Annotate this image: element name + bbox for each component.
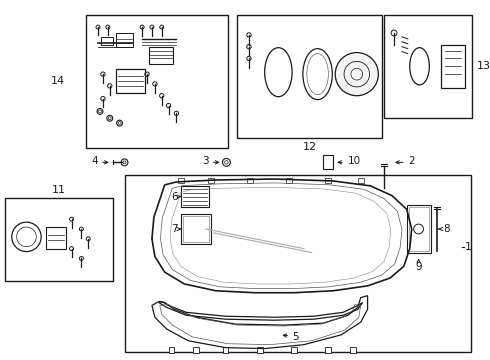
Bar (291, 347, 297, 352)
Bar (181, 214, 211, 244)
Bar (181, 186, 209, 207)
Bar (325, 178, 331, 183)
Bar (116, 33, 133, 47)
Text: 1: 1 (465, 242, 471, 252)
Text: 10: 10 (348, 156, 361, 166)
Bar (257, 347, 263, 352)
Text: 13: 13 (476, 61, 490, 71)
Text: 5: 5 (292, 332, 299, 342)
Circle shape (335, 53, 378, 96)
Bar (407, 206, 431, 252)
Bar (178, 178, 184, 183)
Bar (193, 347, 199, 352)
Text: 12: 12 (303, 142, 317, 152)
Bar (169, 347, 174, 352)
Bar (222, 347, 228, 352)
Bar (384, 15, 472, 118)
Text: 14: 14 (50, 76, 65, 86)
Bar (125, 175, 470, 351)
Bar (46, 227, 66, 249)
Bar (286, 178, 292, 183)
Bar (325, 347, 331, 352)
Text: 11: 11 (52, 185, 66, 195)
Text: 9: 9 (415, 262, 422, 272)
Text: 7: 7 (171, 224, 177, 234)
Bar (323, 156, 333, 169)
Bar (116, 69, 145, 93)
Bar (101, 37, 113, 45)
Bar (350, 347, 356, 352)
Bar (183, 216, 209, 242)
Bar (149, 47, 173, 64)
Bar (208, 178, 214, 183)
Bar (86, 15, 228, 148)
Text: 8: 8 (443, 224, 450, 234)
Text: 3: 3 (202, 156, 209, 166)
Bar (409, 207, 429, 251)
Bar (237, 15, 382, 138)
Bar (358, 178, 364, 183)
Bar (5, 198, 113, 281)
Bar (441, 45, 465, 88)
Text: 2: 2 (408, 156, 415, 166)
Text: 6: 6 (171, 192, 177, 202)
Bar (247, 178, 253, 183)
Text: 4: 4 (92, 156, 98, 166)
